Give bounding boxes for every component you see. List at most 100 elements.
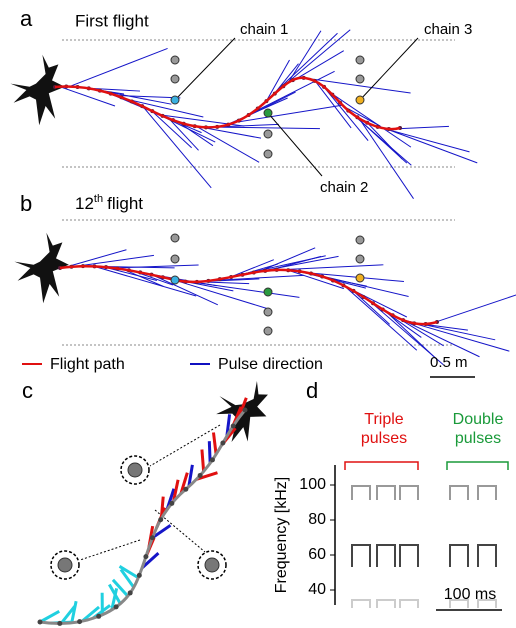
- chain-label: chain 3: [424, 21, 472, 38]
- object: [356, 236, 364, 244]
- target: [128, 463, 142, 477]
- pulse-harmonic: [450, 545, 468, 567]
- call-point: [143, 554, 148, 559]
- chain-label: chain 1: [240, 21, 288, 38]
- object: [171, 234, 179, 242]
- pulse-direction: [353, 290, 390, 324]
- call-point: [128, 590, 133, 595]
- scale-label: 0.5 m: [430, 354, 468, 371]
- pulse-harmonic: [377, 600, 395, 608]
- pulse-direction: [125, 99, 203, 117]
- title-part: th: [94, 193, 103, 205]
- panel-b: [14, 233, 516, 365]
- call-point: [231, 423, 236, 428]
- group-line: pulses: [361, 430, 407, 447]
- group-line: pulses: [455, 430, 501, 447]
- bracket: [345, 462, 418, 470]
- object: [264, 308, 272, 316]
- pulse-direction: [40, 611, 59, 622]
- object: [264, 150, 272, 158]
- pulse-direction: [65, 250, 127, 268]
- call-point: [137, 573, 142, 578]
- object: [171, 96, 179, 104]
- object: [171, 276, 179, 284]
- pulse-harmonic: [400, 545, 418, 567]
- pulse-harmonic: [352, 486, 370, 500]
- object: [264, 109, 272, 117]
- object: [356, 274, 364, 282]
- panel-title: 12th flight: [75, 193, 143, 214]
- call-point: [57, 621, 62, 626]
- panel-label: b: [20, 191, 32, 216]
- pulse-direction: [386, 311, 438, 360]
- pointer: [360, 38, 418, 100]
- figure: a First flight chain 1 chain 2 chain 3 b…: [0, 0, 516, 628]
- y-tick-label: 40: [308, 581, 326, 598]
- pulse-harmonic: [352, 600, 370, 608]
- object: [356, 96, 364, 104]
- target: [58, 558, 72, 572]
- pulse-direction: [116, 95, 180, 97]
- object: [264, 327, 272, 335]
- target: [205, 558, 219, 572]
- arrow: [80, 540, 140, 560]
- pulse-harmonic: [377, 545, 395, 567]
- call-point: [210, 457, 215, 462]
- bat: [10, 55, 64, 125]
- pulse-direction: [213, 432, 216, 454]
- y-tick-label: 100: [299, 476, 326, 493]
- pulse-harmonic: [400, 486, 418, 500]
- scale-label: 100 ms: [444, 586, 496, 603]
- object: [356, 255, 364, 263]
- object: [356, 75, 364, 83]
- pulse-direction: [413, 323, 510, 351]
- pulse-direction: [72, 601, 76, 623]
- object: [356, 56, 364, 64]
- pulse-harmonic: [478, 486, 496, 500]
- object: [264, 130, 272, 138]
- title-part: flight: [107, 194, 143, 213]
- pulse-direction: [143, 107, 211, 188]
- legend-label: Pulse direction: [218, 356, 323, 373]
- call-point: [77, 619, 82, 624]
- y-tick-label: 80: [308, 511, 326, 528]
- call-point: [183, 487, 188, 492]
- object: [264, 288, 272, 296]
- title-part: 12: [75, 194, 94, 213]
- group-line: Triple: [364, 411, 404, 428]
- legend-label: Flight path: [50, 356, 125, 373]
- pulse-harmonic: [377, 486, 395, 500]
- y-tick-label: 60: [308, 546, 326, 563]
- panel-c: [40, 371, 277, 624]
- pulse-direction: [171, 279, 271, 310]
- call-point: [114, 604, 119, 609]
- pulse-direction: [315, 81, 351, 128]
- pulse-direction: [216, 127, 320, 129]
- panel-a: [10, 30, 477, 199]
- call-point: [158, 517, 163, 522]
- pulse-harmonic: [400, 600, 418, 608]
- object: [171, 56, 179, 64]
- bracket: [447, 462, 508, 470]
- pulse-direction: [278, 265, 383, 270]
- y-axis-label: Frequency [kHz]: [273, 477, 290, 593]
- pulse-direction: [432, 294, 516, 323]
- panel-label: c: [22, 378, 33, 403]
- pulse-direction: [69, 48, 167, 86]
- pulse-direction: [395, 126, 449, 129]
- call-point: [220, 440, 225, 445]
- panel-label: a: [20, 6, 33, 31]
- object: [171, 75, 179, 83]
- pointer: [175, 38, 235, 100]
- call-point: [198, 473, 203, 478]
- call-point: [96, 614, 101, 619]
- call-point: [243, 408, 248, 413]
- pulse-harmonic: [450, 486, 468, 500]
- group-label: Triple pulses: [361, 411, 407, 447]
- call-point: [38, 620, 43, 625]
- panel-label: d: [306, 378, 318, 403]
- pulse-direction: [386, 129, 478, 163]
- call-point: [169, 501, 174, 506]
- pulse-harmonic: [478, 545, 496, 567]
